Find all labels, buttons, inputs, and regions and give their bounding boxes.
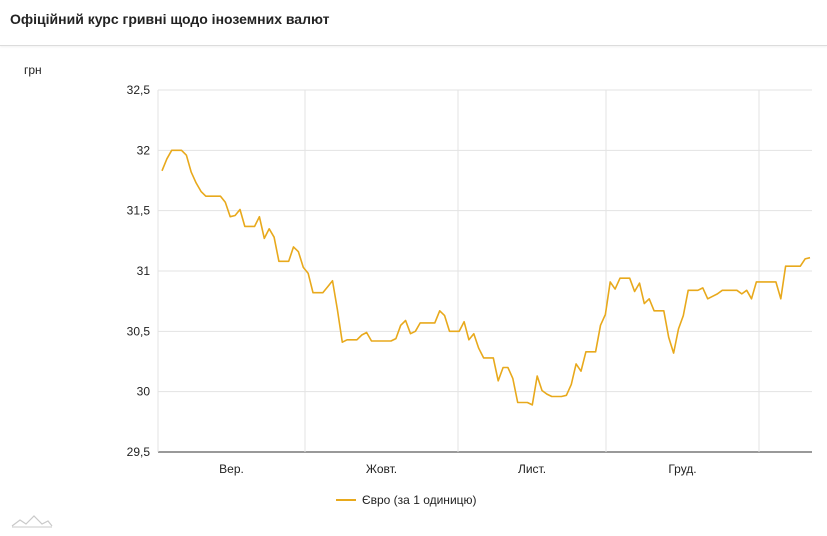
series-line-euro[interactable] [161, 149, 811, 406]
chart-grid [157, 89, 812, 453]
y-tick-label: 30 [137, 385, 151, 399]
y-axis-tick-labels: 29,5 30 30,5 31 31,5 32 32,5 [127, 83, 151, 459]
legend[interactable]: Євро (за 1 одиницю) [336, 493, 477, 507]
chart-logo-icon [11, 515, 53, 528]
y-tick-label: 32,5 [127, 83, 151, 97]
chart-header: Офіційний курс гривні щодо іноземних вал… [0, 0, 827, 46]
y-axis-unit-label: грн [24, 63, 42, 77]
x-tick-label: Жовт. [366, 462, 397, 476]
x-tick-label: Лист. [518, 462, 546, 476]
y-tick-label: 29,5 [127, 445, 151, 459]
y-tick-label: 30,5 [127, 324, 151, 338]
legend-label: Євро (за 1 одиницю) [362, 493, 477, 507]
y-tick-label: 31 [137, 264, 151, 278]
y-tick-label: 31,5 [127, 204, 151, 218]
legend-swatch [336, 499, 356, 501]
x-tick-label: Вер. [219, 462, 244, 476]
x-tick-label: Груд. [668, 462, 696, 476]
x-axis-tick-labels: Вер. Жовт. Лист. Груд. [219, 462, 697, 476]
page-title: Офіційний курс гривні щодо іноземних вал… [10, 11, 330, 27]
y-tick-label: 32 [137, 143, 151, 157]
